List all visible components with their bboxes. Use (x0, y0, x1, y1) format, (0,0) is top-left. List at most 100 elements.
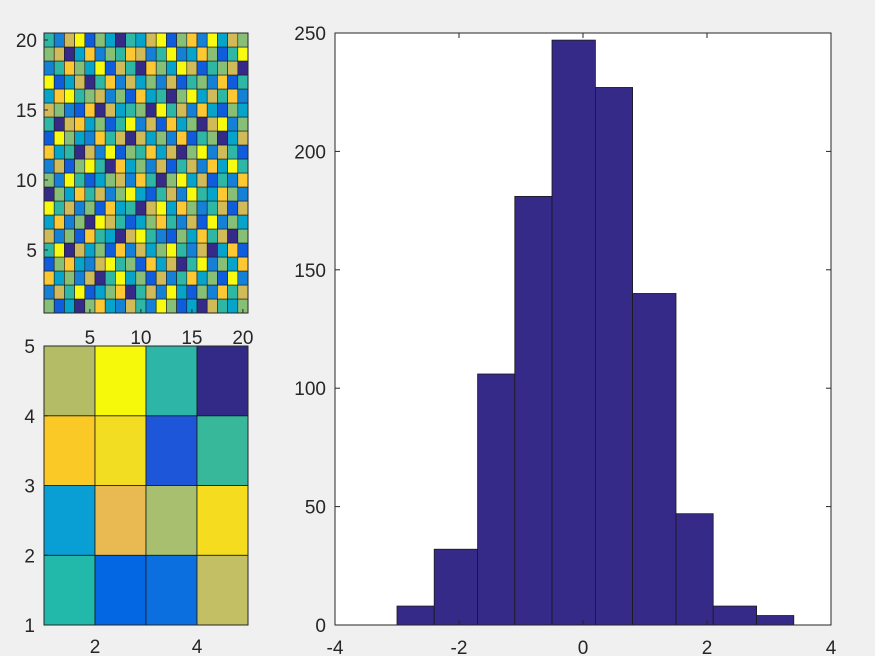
heatmap-cell (74, 270, 86, 286)
heatmap-cell (104, 270, 116, 286)
heatmap-cell (237, 228, 249, 244)
heatmap-cell (64, 102, 75, 118)
heatmap-cell (186, 270, 198, 286)
y-tick-label: 250 (294, 24, 326, 45)
heatmap-cell (166, 32, 177, 48)
heatmap-cell (115, 228, 126, 244)
heatmap-cell (135, 284, 147, 300)
heatmap-cell (176, 116, 188, 132)
y-tick-label: 15 (16, 101, 37, 122)
heatmap-cell (115, 60, 126, 76)
heatmap-cell (227, 32, 239, 48)
heatmap-cell (84, 116, 96, 132)
heatmap-cell (145, 130, 157, 146)
heatmap-cell (43, 74, 55, 90)
heatmap-cell (125, 144, 137, 160)
heatmap-cell (84, 256, 96, 272)
x-tick-label: 2 (90, 637, 101, 656)
heatmap-cell (74, 116, 86, 132)
heatmap-cell (217, 172, 228, 188)
heatmap-cell (43, 485, 96, 556)
heatmap-cell (155, 46, 167, 62)
heatmap-cell (74, 284, 86, 300)
heatmap-cell (186, 242, 198, 258)
heatmap-cell (94, 345, 147, 417)
heatmap-cell (176, 284, 188, 300)
heatmap-cell (217, 228, 228, 244)
x-tick-label: 4 (192, 637, 203, 656)
heatmap-cell (125, 130, 137, 146)
y-tick-label: 10 (16, 171, 37, 192)
heatmap-cell (84, 284, 96, 300)
heatmap-cell (135, 172, 147, 188)
heatmap-cell (43, 200, 55, 216)
heatmap-cell (186, 144, 198, 160)
heatmap-cell (176, 228, 188, 244)
heatmap-cell (166, 116, 177, 132)
heatmap-cell (94, 415, 147, 486)
heatmap-cell (115, 186, 126, 202)
heatmap-cell (43, 228, 55, 244)
heatmap-cell (94, 200, 106, 216)
heatmap-cell (84, 130, 96, 146)
heatmap-cell (135, 228, 147, 244)
heatmap-cell (135, 214, 147, 230)
heatmap-cell (227, 242, 239, 258)
heatmap-cell (53, 214, 65, 230)
heatmap-cell (206, 172, 218, 188)
heatmap-cell (94, 88, 106, 104)
x-tick-label: 20 (232, 328, 253, 349)
heatmap-cell (196, 298, 208, 314)
heatmap-cell (217, 116, 228, 132)
heatmap-cell (237, 172, 249, 188)
histogram-bar (477, 373, 516, 626)
heatmap-cell (196, 345, 249, 417)
heatmap-cell (145, 554, 198, 626)
heatmap-cell (74, 228, 86, 244)
heatmap-cell (166, 242, 177, 258)
heatmap-cell (186, 88, 198, 104)
heatmap-cell (94, 60, 106, 76)
heatmap-cell (94, 228, 106, 244)
heatmap-cell (155, 214, 167, 230)
heatmap-cell (94, 298, 106, 314)
heatmap-cell (43, 186, 55, 202)
axes-box (43, 32, 249, 314)
heatmap-cell (237, 186, 249, 202)
heatmap-cell (64, 186, 75, 202)
heatmap-cell (166, 270, 177, 286)
heatmap-cell (115, 88, 126, 104)
y-tick-label: 0 (315, 616, 326, 637)
histogram-bar (551, 39, 596, 626)
histogram-bar (712, 605, 758, 626)
heatmap-cell (104, 116, 116, 132)
heatmap-cell (155, 228, 167, 244)
heatmap-cell (125, 200, 137, 216)
heatmap-cell (135, 242, 147, 258)
heatmap-cell (53, 130, 65, 146)
heatmap-cell (84, 60, 96, 76)
heatmap-cell (217, 256, 228, 272)
heatmap-cell (176, 130, 188, 146)
heatmap-cell (155, 130, 167, 146)
y-tick-label: 4 (24, 407, 35, 428)
heatmap-cell (155, 298, 167, 314)
heatmap-cell (43, 144, 55, 160)
heatmap-cell (196, 116, 208, 132)
heatmap-cell (217, 200, 228, 216)
x-tick-label: -4 (327, 638, 344, 656)
heatmap-cell (53, 298, 65, 314)
heatmap-cell (53, 60, 65, 76)
heatmap-cell (186, 130, 198, 146)
heatmap-cell (125, 74, 137, 90)
heatmap-cell (64, 74, 75, 90)
heatmap-cell (53, 228, 65, 244)
heatmap-cell (145, 158, 157, 174)
heatmap-cell (53, 270, 65, 286)
heatmap-cell (53, 144, 65, 160)
heatmap-cell (166, 46, 177, 62)
heatmap-cell (125, 186, 137, 202)
heatmap-cell (237, 88, 249, 104)
heatmap-cell (166, 74, 177, 90)
heatmap-cell (125, 102, 137, 118)
